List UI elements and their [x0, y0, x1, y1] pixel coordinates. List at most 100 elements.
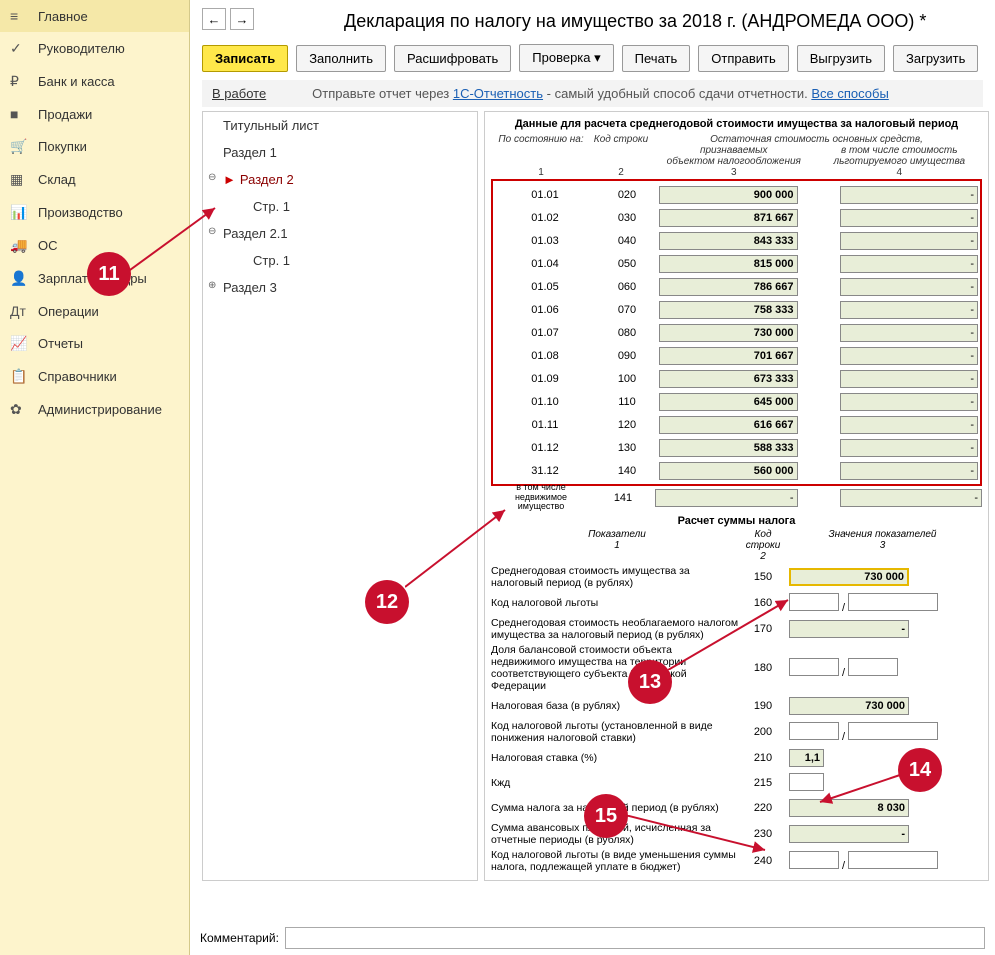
bubble-13: 13	[628, 660, 672, 704]
expand-icon[interactable]: ⊖	[208, 226, 220, 238]
toolbar: Записать Заполнить Расшифровать Проверка…	[202, 44, 995, 72]
sidebar-label: Производство	[38, 205, 123, 220]
comment-label: Комментарий:	[200, 931, 279, 945]
send-button[interactable]: Отправить	[698, 45, 788, 72]
data-row: 01.01020900 000-	[495, 183, 978, 206]
tree-item[interactable]: ⊕Раздел 3	[203, 274, 477, 301]
sidebar-item[interactable]: ■Продажи	[0, 98, 189, 130]
sidebar-item[interactable]: 📈Отчеты	[0, 327, 189, 360]
value-field[interactable]: 560 000	[659, 462, 798, 480]
expand-icon[interactable]: ⊕	[208, 280, 220, 292]
frac-field-2[interactable]	[848, 658, 898, 676]
value-field[interactable]: 900 000	[659, 186, 798, 204]
export-button[interactable]: Выгрузить	[797, 45, 885, 72]
sidebar-item[interactable]: ДтОперации	[0, 295, 189, 327]
calc-row: Сумма авансовых платежей, исчисленная за…	[491, 822, 982, 846]
tree-item[interactable]: ⊖►Раздел 2	[203, 166, 477, 193]
value-field[interactable]: -	[789, 825, 909, 843]
value-field-2[interactable]: -	[840, 416, 979, 434]
value-field[interactable]: -	[655, 489, 798, 507]
sidebar-item[interactable]: 🛒Покупки	[0, 130, 189, 163]
value-field-2[interactable]: -	[840, 301, 979, 319]
link-all[interactable]: Все способы	[811, 86, 888, 101]
sidebar-label: Справочники	[38, 369, 117, 384]
forward-button[interactable]: →	[230, 8, 254, 30]
sidebar-item[interactable]: 📊Производство	[0, 196, 189, 229]
calc-title: Расчет суммы налога	[491, 515, 982, 527]
sidebar-item[interactable]: ₽Банк и касса	[0, 65, 189, 98]
data-row: 01.09100673 333-	[495, 367, 978, 390]
value-field-2[interactable]: -	[840, 255, 979, 273]
tree-item[interactable]: Стр. 1	[203, 247, 477, 274]
code-field[interactable]	[789, 593, 839, 611]
value-field[interactable]: 815 000	[659, 255, 798, 273]
bubble-12: 12	[365, 580, 409, 624]
sidebar-item[interactable]: ▦Склад	[0, 163, 189, 196]
small-field[interactable]	[789, 773, 824, 791]
tree-item[interactable]: ⊖Раздел 2.1	[203, 220, 477, 247]
sidebar-label: Продажи	[38, 107, 92, 122]
value-field[interactable]: 588 333	[659, 439, 798, 457]
value-field-2[interactable]: -	[840, 370, 979, 388]
value-field[interactable]: -	[789, 620, 909, 638]
data-row: 01.05060786 667-	[495, 275, 978, 298]
value-field[interactable]: 843 333	[659, 232, 798, 250]
status-bar: В работе Отправьте отчет через 1С-Отчетн…	[202, 80, 983, 107]
fill-button[interactable]: Заполнить	[296, 45, 386, 72]
sidebar-item[interactable]: ✓Руководителю	[0, 32, 189, 65]
tree-item[interactable]: Титульный лист	[203, 112, 477, 139]
import-button[interactable]: Загрузить	[893, 45, 978, 72]
value-field-2[interactable]: -	[840, 186, 979, 204]
sidebar-item[interactable]: 📋Справочники	[0, 360, 189, 393]
value-field-2[interactable]: -	[840, 347, 979, 365]
value-field[interactable]: 616 667	[659, 416, 798, 434]
sidebar-label: Покупки	[38, 139, 87, 154]
calc-row: Налоговая база (в рублях)190730 000	[491, 695, 982, 717]
value-field-2[interactable]: -	[840, 393, 979, 411]
expand-icon[interactable]: ⊖	[208, 172, 220, 184]
code-field[interactable]	[789, 851, 839, 869]
value-field[interactable]: 730 000	[789, 697, 909, 715]
print-button[interactable]: Печать	[622, 45, 691, 72]
code-field-2[interactable]	[848, 722, 938, 740]
value-field-2[interactable]: -	[840, 439, 979, 457]
value-field[interactable]: 673 333	[659, 370, 798, 388]
value-field-2[interactable]: -	[840, 489, 983, 507]
value-field[interactable]: 1,1	[789, 749, 824, 767]
code-field-2[interactable]	[848, 593, 938, 611]
sidebar-item[interactable]: ≡Главное	[0, 0, 189, 32]
value-field[interactable]: 645 000	[659, 393, 798, 411]
link-1c[interactable]: 1С-Отчетность	[453, 86, 543, 101]
frac-field[interactable]	[789, 658, 839, 676]
value-field[interactable]: 730 000	[789, 568, 909, 586]
sidebar-icon: 📈	[10, 335, 28, 352]
value-field-2[interactable]: -	[840, 209, 979, 227]
check-button[interactable]: Проверка ▾	[519, 44, 613, 72]
save-button[interactable]: Записать	[202, 45, 288, 72]
data-row: в том числе недвижимое имущество141--	[491, 486, 982, 509]
value-field[interactable]: 786 667	[659, 278, 798, 296]
status-work[interactable]: В работе	[212, 86, 266, 101]
tree-item[interactable]: Раздел 1	[203, 139, 477, 166]
value-field-2[interactable]: -	[840, 462, 979, 480]
value-field[interactable]: 758 333	[659, 301, 798, 319]
back-button[interactable]: ←	[202, 8, 226, 30]
comment-input[interactable]	[285, 927, 985, 949]
value-field-2[interactable]: -	[840, 324, 979, 342]
data-row: 01.04050815 000-	[495, 252, 978, 275]
value-field[interactable]: 8 030	[789, 799, 909, 817]
data-row: 01.02030871 667-	[495, 206, 978, 229]
sidebar-label: Склад	[38, 172, 76, 187]
code-field-2[interactable]	[848, 851, 938, 869]
sidebar-item[interactable]: ✿Администрирование	[0, 393, 189, 426]
value-field[interactable]: 871 667	[659, 209, 798, 227]
sidebar-icon: ≡	[10, 8, 28, 24]
value-field[interactable]: 730 000	[659, 324, 798, 342]
decode-button[interactable]: Расшифровать	[394, 45, 511, 72]
calc-row: Среднегодовая стоимость имущества за нал…	[491, 565, 982, 589]
value-field[interactable]: 701 667	[659, 347, 798, 365]
tree-item[interactable]: Стр. 1	[203, 193, 477, 220]
value-field-2[interactable]: -	[840, 278, 979, 296]
code-field[interactable]	[789, 722, 839, 740]
value-field-2[interactable]: -	[840, 232, 979, 250]
